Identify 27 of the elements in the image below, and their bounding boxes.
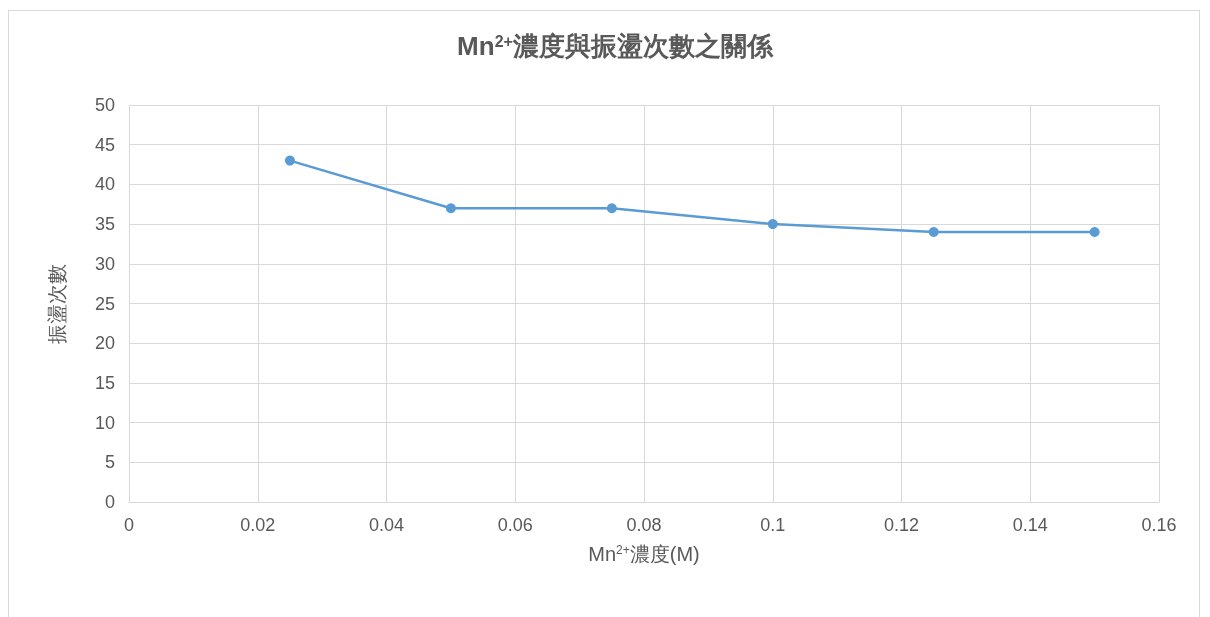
y-tick-label: 35	[94, 214, 115, 235]
point	[1089, 227, 1100, 238]
x-tick-label: 0.02	[240, 515, 276, 535]
y-tick-label: 15	[94, 372, 115, 393]
point	[284, 155, 295, 166]
y-tick-label: 30	[94, 253, 115, 274]
y-tick-label: 40	[94, 174, 115, 195]
point	[445, 203, 456, 214]
x-tick-label: 0.12	[883, 515, 920, 535]
y-tick-label: 5	[104, 452, 115, 473]
y-tick-label: 45	[94, 134, 115, 155]
y-tick-label: 25	[94, 293, 115, 314]
y-tick-label: 20	[94, 333, 115, 354]
point	[606, 203, 617, 214]
x-tick-label: 0.06	[497, 515, 533, 535]
point	[928, 227, 939, 238]
x-tick-label: 0.16	[1141, 515, 1177, 535]
point	[767, 219, 778, 230]
x-tick-label: 0.04	[368, 515, 405, 535]
y-axis-title: 振盪次數	[46, 263, 68, 344]
y-tick-label: 0	[104, 492, 115, 512]
x-tick-label: 0.14	[1012, 515, 1048, 535]
x-tick-label: 0.1	[760, 515, 786, 535]
y-tick-label: 10	[94, 412, 115, 433]
y-tick-label: 50	[94, 95, 115, 115]
x-tick-label: 0.08	[626, 515, 662, 535]
x-tick-label: 0	[123, 515, 135, 535]
